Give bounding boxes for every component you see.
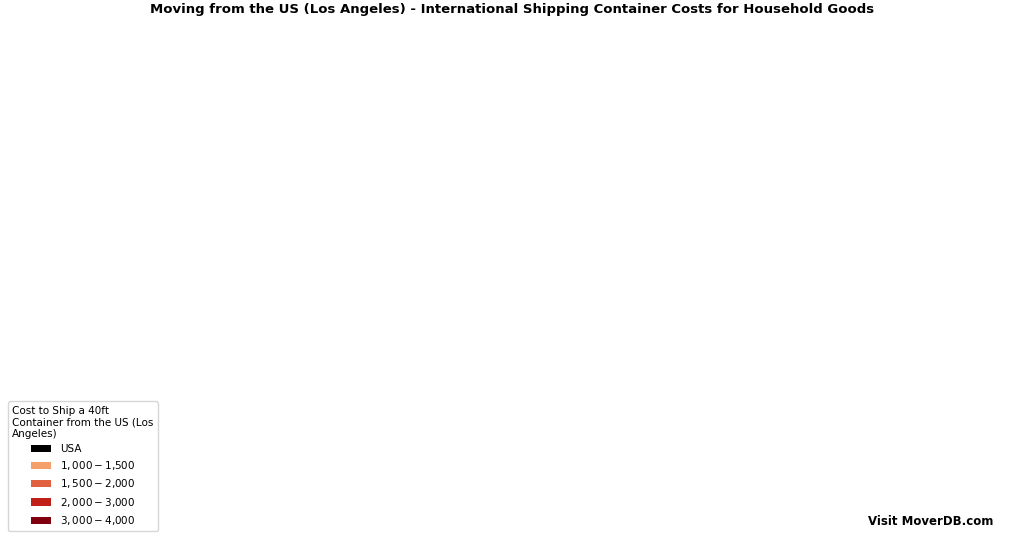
Title: Moving from the US (Los Angeles) - International Shipping Container Costs for Ho: Moving from the US (Los Angeles) - Inter… xyxy=(150,3,874,16)
Legend: USA, $1,000 - $1,500, $1,500 - $2,000, $2,000 - $3,000, $3,000 - $4,000: USA, $1,000 - $1,500, $1,500 - $2,000, $… xyxy=(8,402,158,531)
Text: Visit MoverDB.com: Visit MoverDB.com xyxy=(868,515,993,528)
